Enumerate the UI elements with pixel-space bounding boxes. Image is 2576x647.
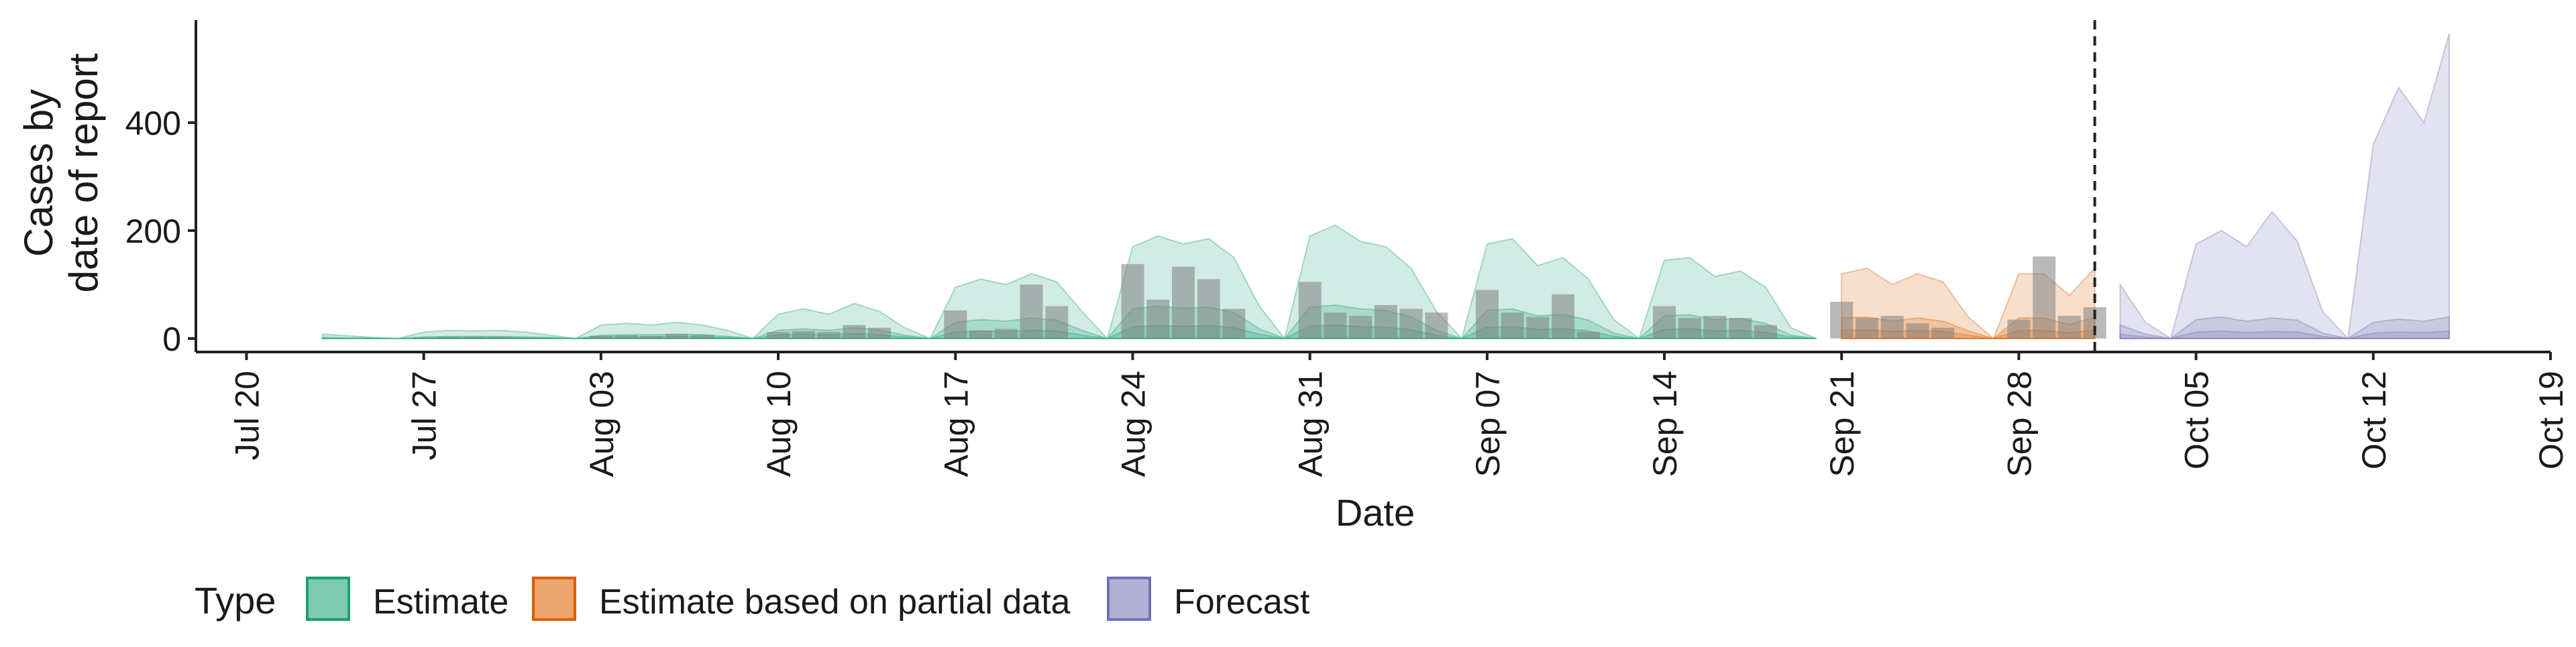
reported-cases-bar bbox=[1324, 312, 1347, 339]
y-ticks: 0 200 400 bbox=[125, 105, 196, 358]
x-tick-label: Jul 27 bbox=[406, 371, 443, 460]
reported-cases-bar bbox=[1146, 299, 1170, 339]
reported-cases-bar bbox=[1349, 316, 1373, 339]
reported-cases-bar bbox=[412, 337, 435, 339]
reported-cases-bar bbox=[2057, 316, 2081, 339]
reported-cases-bar bbox=[513, 337, 537, 339]
legend: Type Estimate Estimate based on partial d… bbox=[195, 577, 1310, 622]
reported-cases-bar bbox=[1121, 263, 1144, 339]
axes: 0 200 400 Jul 20 Jul 27 Aug 03 Aug 10 Aug 17 Au… bbox=[125, 20, 2570, 477]
reported-cases-bar bbox=[1576, 332, 1600, 339]
reported-cases-bar bbox=[1526, 316, 1550, 339]
reported-cases-bar bbox=[1501, 312, 1524, 339]
legend-label-forecast: Forecast bbox=[1174, 583, 1310, 622]
reported-cases-bar bbox=[843, 325, 866, 339]
x-tick-label: Oct 19 bbox=[2532, 371, 2570, 469]
reported-cases-bar bbox=[1856, 318, 1878, 339]
legend-label-estimate: Estimate bbox=[373, 583, 508, 622]
x-tick-label: Aug 03 bbox=[583, 371, 621, 477]
y-tick-label: 0 bbox=[162, 320, 181, 358]
y-tick-label: 200 bbox=[125, 213, 181, 250]
reported-cases-bar bbox=[1729, 318, 1752, 339]
reported-cases-bar bbox=[589, 335, 612, 339]
reported-cases-bar bbox=[1197, 279, 1220, 339]
reported-cases-bar bbox=[1399, 308, 1423, 339]
reported-cases-bar bbox=[1475, 290, 1499, 339]
legend-key-estimate bbox=[306, 577, 350, 621]
reported-cases-bar bbox=[1552, 294, 1575, 339]
legend-key-forecast bbox=[1107, 577, 1151, 621]
reported-cases-bar bbox=[792, 331, 815, 339]
legend-title: Type bbox=[195, 579, 276, 622]
reported-cases-bar bbox=[994, 329, 1018, 339]
reported-cases-bar bbox=[1678, 318, 1701, 339]
ribbon-forecast-upper20 bbox=[2119, 330, 2450, 339]
reported-cases-bar bbox=[1880, 316, 1904, 339]
legend-label-estimate-based-on-partial-data: Estimate based on partial data bbox=[599, 583, 1071, 622]
reported-cases-bar bbox=[2007, 319, 2031, 339]
ribbon-layer bbox=[321, 33, 2450, 341]
x-tick-label: Sep 07 bbox=[1469, 371, 1507, 477]
x-tick-label: Aug 17 bbox=[937, 371, 975, 477]
reported-cases-bar bbox=[1222, 308, 1246, 339]
x-tick-label: Jul 20 bbox=[229, 371, 266, 460]
y-axis-label-line-2: date of report bbox=[61, 53, 106, 292]
reported-cases-bar bbox=[817, 332, 841, 339]
reported-cases-bar bbox=[1374, 305, 1397, 339]
x-tick-label: Aug 24 bbox=[1115, 371, 1152, 477]
ribbon-forecast-upper50 bbox=[2119, 316, 2450, 339]
reported-cases-bar bbox=[1045, 306, 1069, 339]
reported-cases-bar bbox=[1931, 327, 1955, 339]
x-tick-label: Aug 10 bbox=[760, 371, 798, 477]
reported-cases-bar bbox=[1172, 266, 1195, 339]
reported-cases-bar bbox=[1830, 302, 1854, 339]
reported-cases-bar bbox=[665, 334, 689, 339]
reported-cases-bar bbox=[437, 337, 461, 339]
legend-key-estimate-based-on-partial-data bbox=[532, 577, 576, 621]
reported-cases-bar bbox=[1906, 323, 1929, 339]
reported-cases-bar bbox=[614, 335, 638, 339]
reported-cases-bar bbox=[767, 332, 790, 339]
y-tick-label: 400 bbox=[125, 105, 181, 142]
reported-cases-bar bbox=[1020, 284, 1043, 339]
y-axis-label-line-1: Cases by bbox=[16, 89, 61, 257]
reported-cases-bar bbox=[1298, 282, 1322, 339]
x-axis-label: Date bbox=[1336, 491, 1415, 534]
x-ticks: Jul 20 Jul 27 Aug 03 Aug 10 Aug 17 Aug 24 Aug … bbox=[229, 352, 2570, 477]
x-tick-label: Aug 31 bbox=[1292, 371, 1330, 477]
reported-cases-bar bbox=[1754, 325, 1777, 339]
x-tick-label: Sep 14 bbox=[1646, 371, 1684, 477]
x-tick-label: Sep 28 bbox=[2000, 371, 2038, 477]
reported-cases-bar bbox=[640, 335, 663, 339]
reported-cases-bar bbox=[1425, 312, 1448, 339]
ribbon-forecast-upper90 bbox=[2119, 33, 2450, 341]
x-tick-label: Oct 12 bbox=[2355, 371, 2393, 469]
reported-cases-bar bbox=[969, 330, 992, 339]
reported-cases-bar bbox=[2033, 256, 2056, 339]
reported-cases-bar bbox=[690, 335, 714, 339]
reported-cases-bar bbox=[1703, 316, 1727, 339]
reported-cases-bar bbox=[488, 337, 511, 339]
x-tick-label: Sep 21 bbox=[1823, 371, 1861, 477]
reported-cases-bar bbox=[1653, 306, 1676, 339]
reported-cases-bar bbox=[463, 337, 486, 339]
reported-cases-bar bbox=[944, 310, 967, 339]
x-tick-label: Oct 05 bbox=[2178, 371, 2216, 469]
reported-cases-bar bbox=[868, 327, 891, 339]
